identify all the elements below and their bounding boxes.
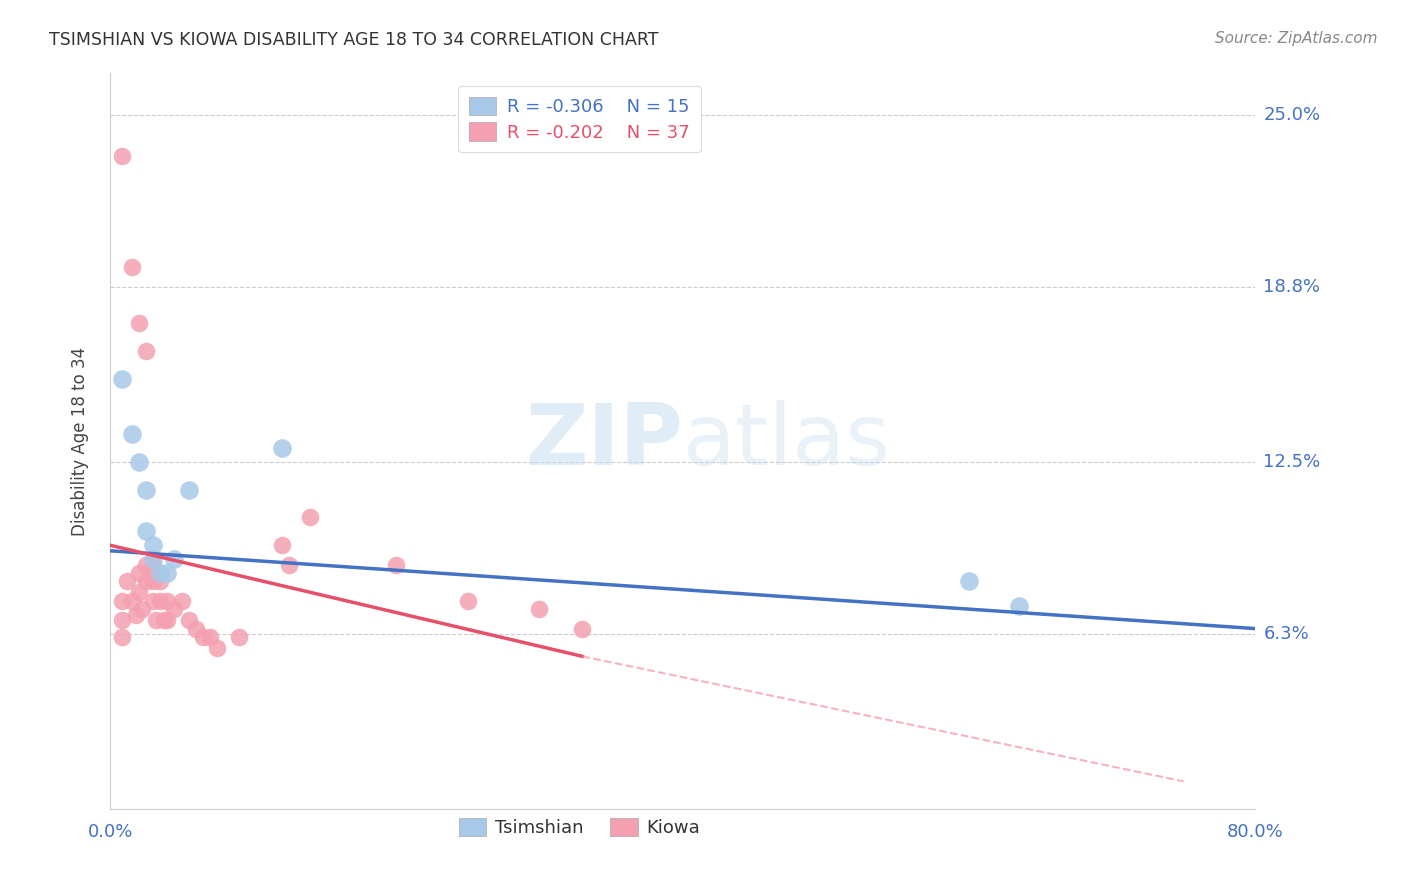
Point xyxy=(270,538,292,552)
Point xyxy=(270,441,292,455)
Point xyxy=(128,585,150,599)
Text: ZIP: ZIP xyxy=(524,400,682,483)
Point xyxy=(156,594,179,608)
Text: TSIMSHIAN VS KIOWA DISABILITY AGE 18 TO 34 CORRELATION CHART: TSIMSHIAN VS KIOWA DISABILITY AGE 18 TO … xyxy=(49,31,658,49)
Point xyxy=(110,613,132,627)
Point xyxy=(142,552,165,566)
Point xyxy=(156,613,179,627)
Point xyxy=(529,602,551,616)
Point xyxy=(135,574,157,589)
Point xyxy=(191,630,214,644)
Point xyxy=(110,149,132,163)
Point xyxy=(145,613,167,627)
Point xyxy=(110,630,132,644)
Text: 25.0%: 25.0% xyxy=(1264,105,1320,124)
Point xyxy=(135,524,157,539)
Point xyxy=(121,594,143,608)
Text: 18.8%: 18.8% xyxy=(1264,278,1320,296)
Point xyxy=(128,455,150,469)
Point xyxy=(135,343,157,358)
Point xyxy=(149,566,172,580)
Point xyxy=(135,558,157,572)
Point xyxy=(163,552,186,566)
Point xyxy=(184,622,207,636)
Point xyxy=(1008,599,1031,614)
Point xyxy=(110,371,132,385)
Point xyxy=(117,574,139,589)
Point xyxy=(125,607,148,622)
Point xyxy=(457,594,479,608)
Point xyxy=(121,260,143,275)
Point xyxy=(200,630,222,644)
Point xyxy=(156,566,179,580)
Point xyxy=(299,510,322,524)
Point xyxy=(571,622,593,636)
Y-axis label: Disability Age 18 to 34: Disability Age 18 to 34 xyxy=(72,346,89,535)
Point xyxy=(121,427,143,442)
Text: 12.5%: 12.5% xyxy=(1264,453,1320,471)
Point xyxy=(170,594,193,608)
Text: 0.0%: 0.0% xyxy=(87,823,132,841)
Point xyxy=(128,566,150,580)
Point xyxy=(142,538,165,552)
Text: atlas: atlas xyxy=(682,400,890,483)
Point xyxy=(142,558,165,572)
Point xyxy=(228,630,250,644)
Text: 80.0%: 80.0% xyxy=(1227,823,1284,841)
Text: Source: ZipAtlas.com: Source: ZipAtlas.com xyxy=(1215,31,1378,46)
Point xyxy=(385,558,408,572)
Point xyxy=(142,594,165,608)
Point xyxy=(110,594,132,608)
Point xyxy=(177,483,200,497)
Text: 6.3%: 6.3% xyxy=(1264,625,1309,643)
Legend: Tsimshian, Kiowa: Tsimshian, Kiowa xyxy=(451,811,707,845)
Point xyxy=(278,558,301,572)
Point xyxy=(177,613,200,627)
Point xyxy=(142,574,165,589)
Point xyxy=(957,574,980,589)
Point xyxy=(207,640,229,655)
Point xyxy=(149,594,172,608)
Point xyxy=(153,613,176,627)
Point xyxy=(163,602,186,616)
Point xyxy=(149,574,172,589)
Point xyxy=(131,602,153,616)
Point xyxy=(135,483,157,497)
Point xyxy=(128,316,150,330)
